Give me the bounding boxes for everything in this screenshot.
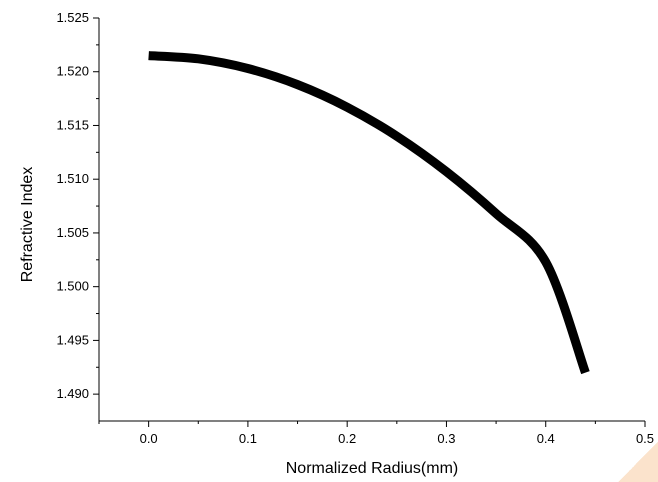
- x-tick-label: 0.0: [140, 431, 158, 446]
- y-tick-label: 1.520: [56, 64, 89, 79]
- x-ticks: 0.0 0.1 0.2 0.3 0.4 0.5: [98, 421, 654, 446]
- x-tick-label: 0.2: [338, 431, 356, 446]
- x-tick-label: 0.4: [537, 431, 555, 446]
- y-tick-label: 1.515: [56, 117, 89, 132]
- x-axis-label: Normalized Radius(mm): [286, 460, 458, 477]
- y-tick-label: 1.510: [56, 171, 89, 186]
- y-tick-label: 1.490: [56, 386, 89, 401]
- axes: [98, 18, 645, 422]
- x-tick-label: 0.1: [239, 431, 257, 446]
- y-tick-label: 1.495: [56, 332, 89, 347]
- series: [148, 51, 590, 375]
- y-tick-label: 1.500: [56, 279, 89, 294]
- x-tick-label: 0.3: [437, 431, 455, 446]
- y-axis-label: Refractive Index: [19, 167, 36, 283]
- y-ticks: 1.490 1.495 1.500 1.505 1.510 1.515 1.520 1.525: [56, 10, 99, 401]
- y-tick-label: 1.525: [56, 10, 89, 25]
- corner-watermark: [618, 442, 658, 482]
- y-tick-label: 1.505: [56, 225, 89, 240]
- series-line: [148, 51, 590, 375]
